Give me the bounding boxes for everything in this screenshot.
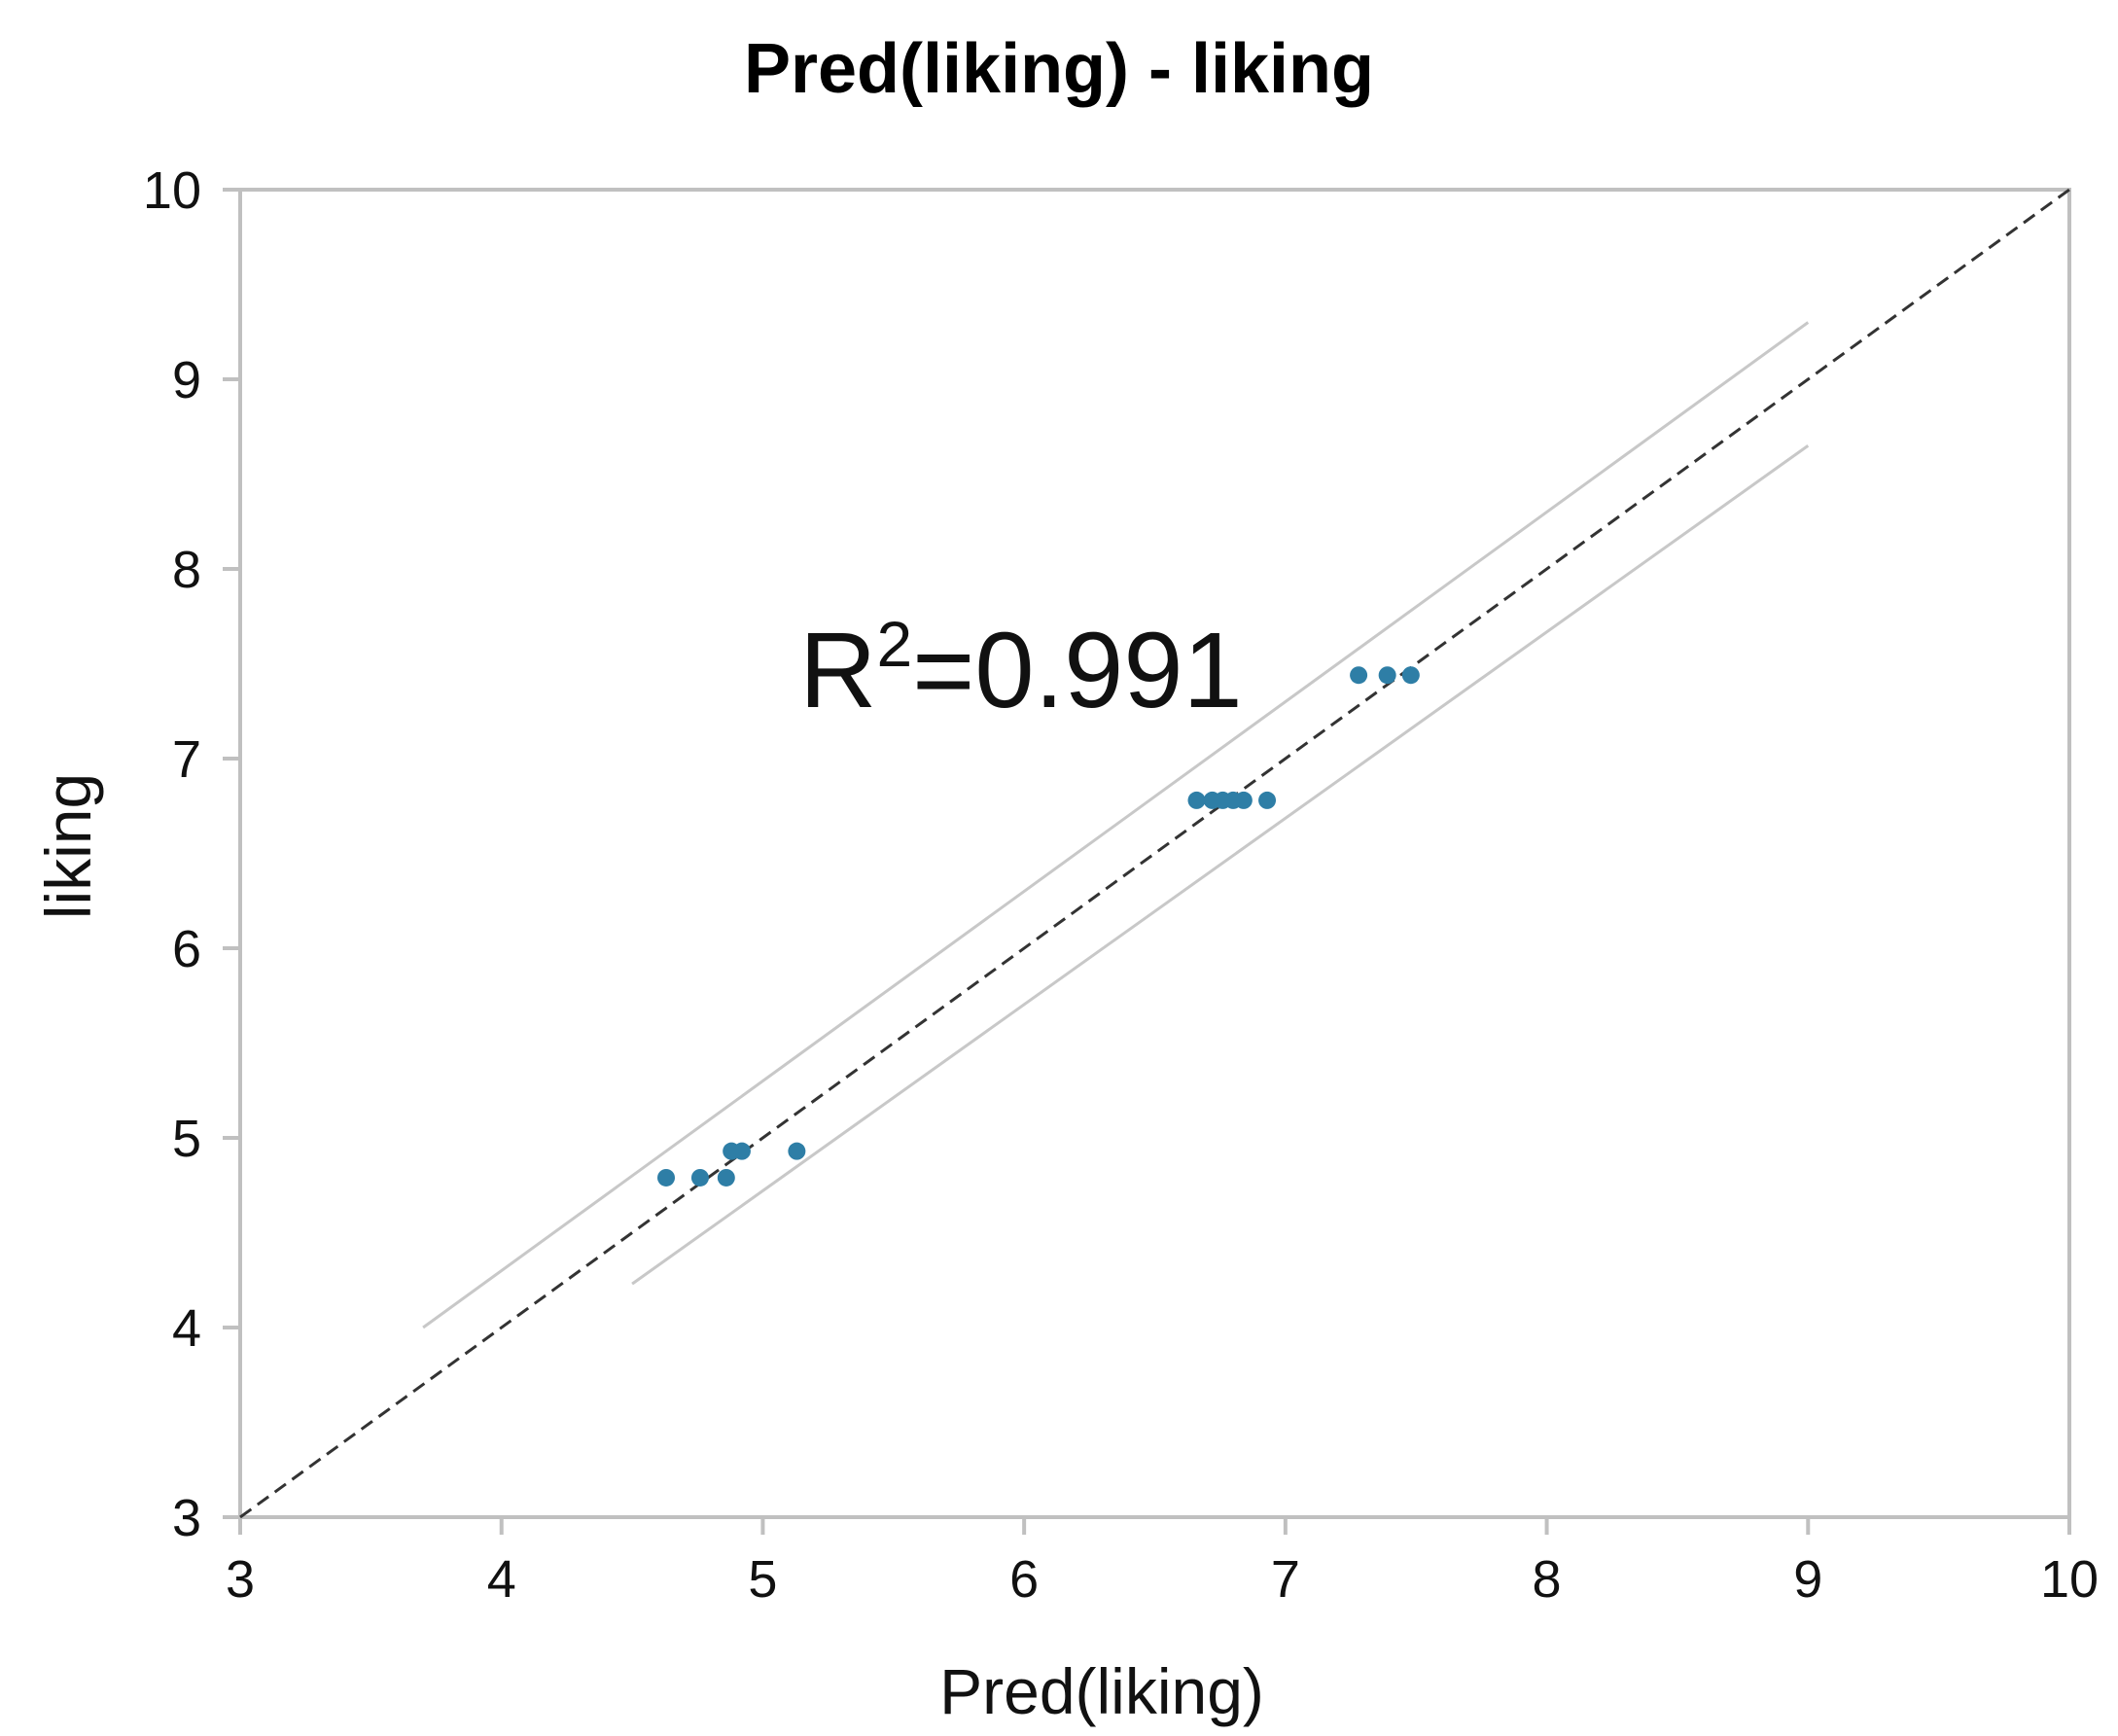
data-point [1401,666,1420,685]
y-tick-label: 6 [172,920,201,978]
x-tick-label: 4 [487,1550,516,1609]
y-tick-label: 5 [172,1110,201,1168]
y-tick-label: 8 [172,541,201,599]
r-squared-value: =0.991 [912,611,1243,730]
data-point [1234,791,1253,809]
data-point [690,1168,709,1187]
data-point [732,1142,751,1160]
data-point [717,1168,735,1187]
data-point [1378,666,1396,685]
x-tick-label: 8 [1533,1550,1562,1609]
identity-reference-line [239,188,2070,1519]
plot-area [223,188,2071,1535]
x-tick-label: 7 [1271,1550,1300,1609]
upper-confidence-band [422,321,1810,1329]
tick-labels: 3 4 5 6 7 8 9 10 3 4 5 6 7 8 9 10 [143,161,2099,1609]
r-squared-annotation: R2=0.991 [799,608,1243,730]
y-tick-label: 9 [172,351,201,409]
data-point [1258,791,1277,809]
r-squared-base: R [799,611,876,730]
r-squared-superscript: 2 [876,608,912,680]
y-tick-label: 10 [143,161,201,220]
x-tick-label: 9 [1793,1550,1822,1609]
x-tick-label: 5 [748,1550,777,1609]
y-tick-label: 3 [172,1489,201,1547]
x-tick-label: 6 [1009,1550,1039,1609]
data-point [657,1168,676,1187]
y-tick-label: 4 [172,1299,201,1358]
x-tick-label: 3 [226,1550,255,1609]
data-point [1350,666,1368,685]
lower-confidence-band [631,444,1810,1286]
x-tick-label: 10 [2040,1550,2099,1609]
plot-frame [238,188,2071,1519]
data-point [1187,791,1206,809]
data-point [788,1142,806,1160]
x-axis-label: Pred(liking) [939,1655,1264,1727]
y-axis-label: liking [32,773,104,919]
y-tick-label: 7 [172,730,201,789]
chart-title: Pred(liking) - liking [744,30,1374,108]
